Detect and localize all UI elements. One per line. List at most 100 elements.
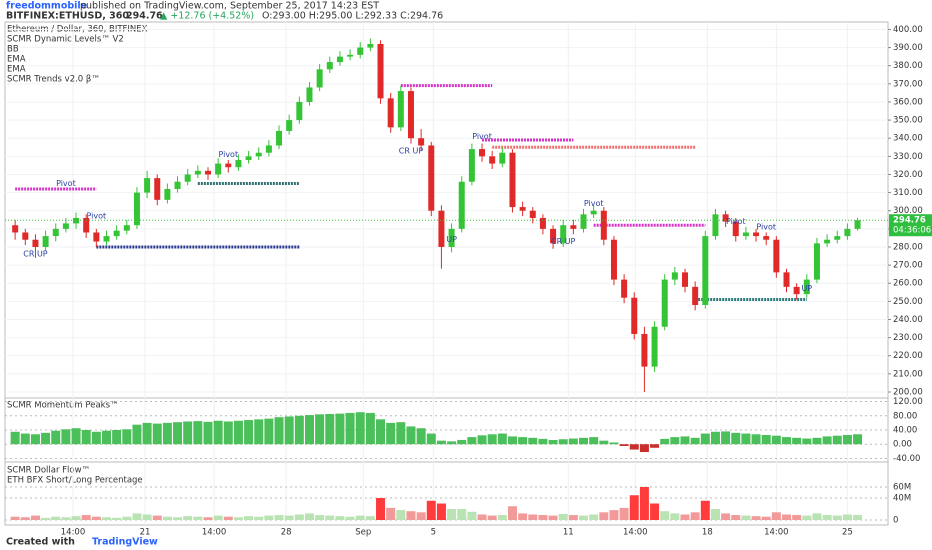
candle-body bbox=[479, 149, 486, 157]
bar bbox=[426, 500, 436, 520]
bar bbox=[406, 511, 416, 520]
candle-body bbox=[347, 54, 354, 57]
x-tick-label: 28 bbox=[281, 528, 292, 538]
candle-body bbox=[397, 91, 404, 128]
bar bbox=[853, 515, 863, 520]
bar bbox=[629, 495, 639, 520]
y-tick-label: 240.00 bbox=[893, 315, 923, 325]
author: freedommobile bbox=[6, 1, 87, 12]
bar bbox=[558, 439, 568, 445]
bar bbox=[538, 515, 548, 520]
candle-body bbox=[113, 230, 120, 237]
bar bbox=[51, 516, 61, 520]
bar bbox=[538, 438, 548, 445]
bar bbox=[233, 517, 243, 520]
bar bbox=[315, 515, 325, 520]
bar bbox=[710, 431, 720, 445]
bar bbox=[680, 514, 690, 520]
study-legend: BB bbox=[7, 45, 19, 55]
bar bbox=[20, 433, 30, 445]
bar bbox=[244, 516, 254, 520]
bar bbox=[193, 421, 203, 445]
x-tick-label: 25 bbox=[842, 528, 853, 538]
candle-body bbox=[844, 228, 851, 237]
candle-body bbox=[204, 170, 211, 175]
bar bbox=[61, 429, 71, 445]
candle-body bbox=[529, 210, 536, 218]
footer-brand: TradingView bbox=[92, 537, 158, 548]
x-tick-label: 18 bbox=[702, 528, 713, 538]
x-tick-label: 5 bbox=[431, 528, 436, 538]
bar bbox=[457, 509, 467, 520]
bar bbox=[213, 420, 223, 445]
momentum-title: SCMR Momentum Peaks™ bbox=[7, 401, 119, 411]
candle-body bbox=[316, 69, 323, 88]
bar bbox=[568, 515, 578, 520]
bar bbox=[518, 513, 528, 520]
candle-body bbox=[235, 159, 242, 168]
bar bbox=[487, 515, 497, 520]
y-tick-label: 80.00 bbox=[893, 411, 917, 421]
candle-body bbox=[62, 223, 69, 229]
bar bbox=[416, 428, 426, 445]
y-tick-label: 350.00 bbox=[893, 116, 923, 126]
bar bbox=[122, 429, 132, 445]
bar bbox=[761, 516, 771, 520]
volume-pane bbox=[4, 461, 889, 526]
candle-body bbox=[519, 207, 526, 211]
candle-body bbox=[286, 120, 293, 131]
candle-body bbox=[255, 152, 262, 157]
y-tick-label: 230.00 bbox=[893, 333, 923, 343]
bar bbox=[41, 432, 51, 445]
bar bbox=[51, 430, 61, 445]
candle-body bbox=[407, 91, 414, 139]
bar bbox=[183, 421, 193, 445]
bar bbox=[203, 517, 213, 520]
bar bbox=[528, 514, 538, 520]
bar bbox=[81, 515, 91, 520]
candle-body bbox=[296, 101, 303, 121]
change: ▲ +12.76 (+4.52%) bbox=[160, 11, 254, 22]
bar bbox=[426, 433, 436, 445]
bar bbox=[325, 515, 335, 520]
bar bbox=[10, 431, 20, 445]
bar bbox=[41, 517, 51, 520]
candle-body bbox=[133, 192, 140, 226]
last-price-label: 294.76 bbox=[893, 216, 926, 226]
bar bbox=[599, 512, 609, 520]
bar bbox=[61, 517, 71, 520]
bar bbox=[274, 515, 284, 520]
bar bbox=[30, 515, 40, 520]
candle-body bbox=[265, 145, 272, 153]
bar bbox=[792, 515, 802, 520]
ohlc: O:293.00 H:295.00 L:292.33 C:294.76 bbox=[262, 11, 443, 22]
bar bbox=[132, 424, 142, 445]
y-tick-label: 310.00 bbox=[893, 188, 923, 198]
annotation: Pivot bbox=[218, 150, 238, 159]
candle-body bbox=[621, 279, 628, 298]
candle-body bbox=[245, 156, 252, 160]
flow-subtitle: ETH BFX Short/Long Percentage bbox=[7, 476, 143, 486]
y-tick-label: 320.00 bbox=[893, 170, 923, 180]
bar bbox=[345, 412, 355, 445]
bar bbox=[619, 444, 629, 446]
candle-body bbox=[661, 279, 668, 327]
candle-body bbox=[22, 232, 29, 240]
candle-body bbox=[682, 272, 689, 287]
bar bbox=[629, 444, 639, 450]
candle-body bbox=[93, 232, 100, 242]
bar bbox=[761, 434, 771, 445]
bar bbox=[20, 517, 30, 520]
candle-body bbox=[32, 239, 39, 247]
bar bbox=[91, 431, 101, 445]
bar bbox=[497, 433, 507, 445]
x-tick-label: 14:00 bbox=[623, 528, 648, 538]
bar bbox=[284, 515, 294, 520]
bar bbox=[122, 516, 132, 520]
candle-body bbox=[712, 214, 719, 237]
bar bbox=[568, 438, 578, 445]
y-tick-label: 120.00 bbox=[893, 397, 923, 407]
bar bbox=[650, 503, 660, 520]
bar bbox=[802, 438, 812, 445]
candle-body bbox=[336, 56, 343, 63]
